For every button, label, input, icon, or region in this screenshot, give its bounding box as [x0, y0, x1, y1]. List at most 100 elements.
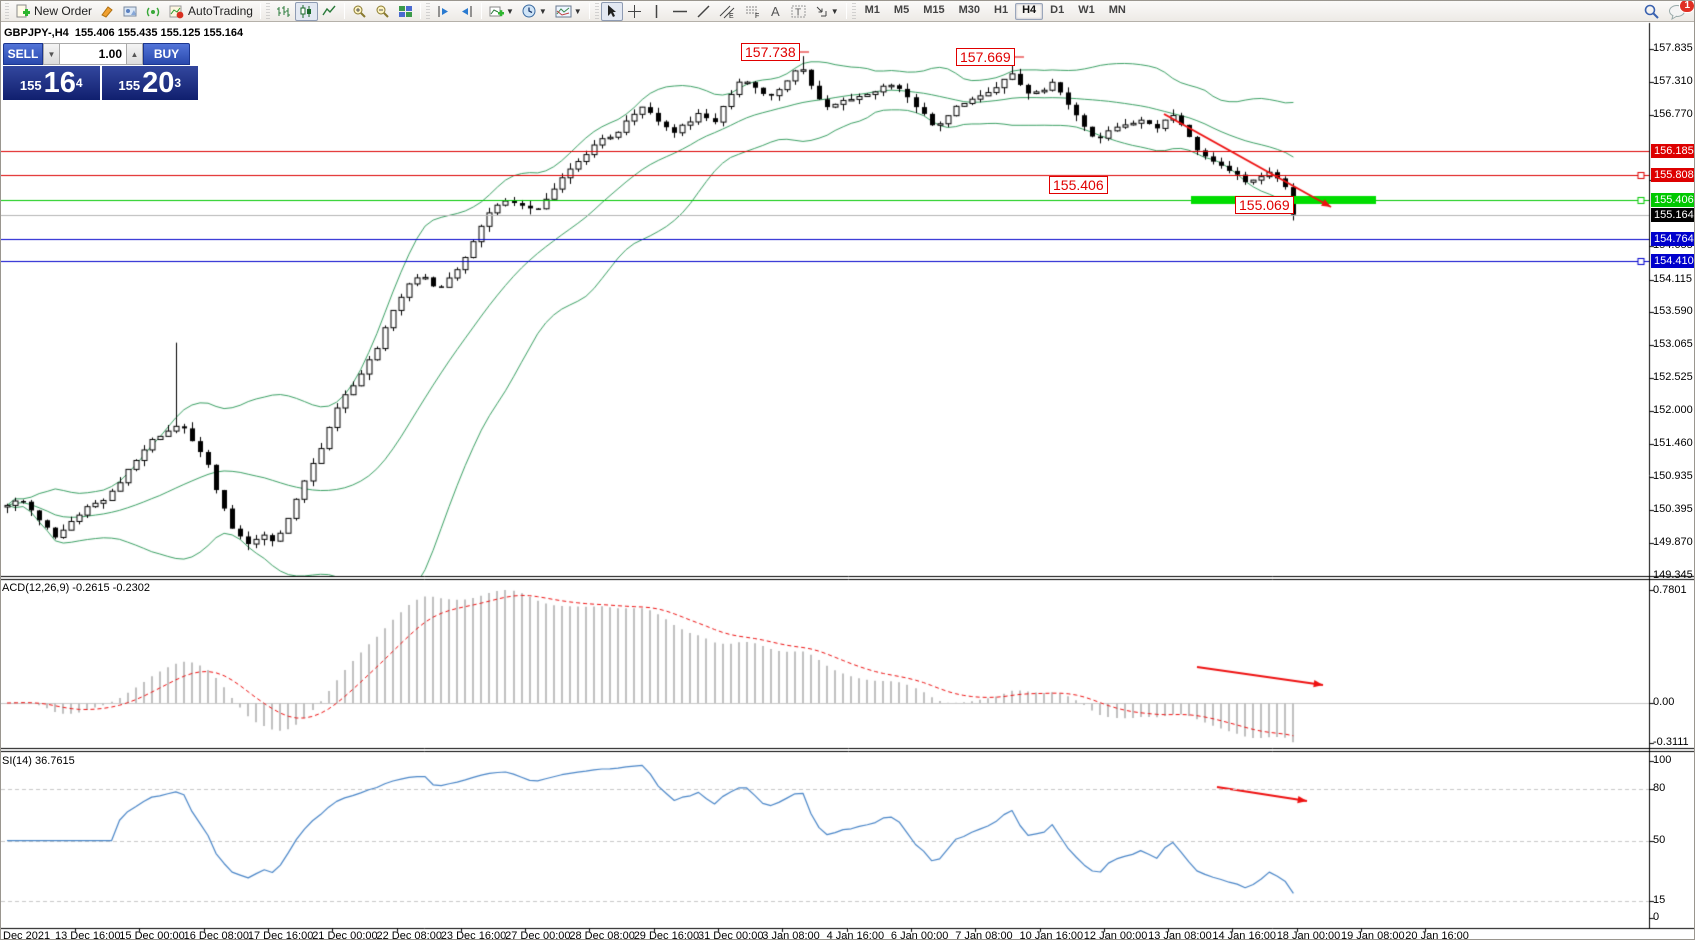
volume-decrease-button[interactable]: ▼ — [43, 43, 60, 65]
new-chart-dropdown[interactable]: ▼ — [485, 2, 518, 21]
volume-input[interactable] — [60, 43, 126, 65]
new-order-button[interactable]: New Order — [11, 2, 96, 21]
macd-axis-tick: 0.7801 — [1653, 584, 1687, 596]
chart-shift-button[interactable] — [455, 2, 478, 21]
toolbar: New Order AutoTrading ▼ ▼ ▼ E F A — [1, 1, 1694, 22]
time-axis-label: 10 Jan 16:00 — [1019, 930, 1084, 940]
price-tag-annotation[interactable]: 155.406 — [1049, 176, 1108, 194]
timeframe-m1[interactable]: M1 — [864, 3, 880, 16]
price-line-tag: 156.185 — [1651, 144, 1694, 159]
crosshair-tool-button[interactable] — [623, 2, 646, 21]
candlestick-chart-icon — [299, 4, 314, 19]
time-axis-label: 23 Dec 16:00 — [440, 930, 507, 940]
signals-button[interactable] — [142, 2, 165, 21]
auto-scroll-button[interactable] — [432, 2, 455, 21]
profiles-dropdown[interactable]: ▼ — [518, 2, 551, 21]
timeframe-h1[interactable]: H1 — [994, 3, 1009, 16]
toolbar-grip[interactable] — [425, 3, 430, 19]
time-axis-label: 13 Jan 08:00 — [1148, 930, 1212, 940]
candlestick-chart-button[interactable] — [294, 1, 318, 21]
svg-text:F: F — [755, 13, 759, 19]
publish-button[interactable] — [119, 2, 142, 21]
price-tag-annotation[interactable]: 157.669 — [956, 48, 1015, 66]
rsi-axis-tick: 80 — [1653, 782, 1666, 794]
autotrading-label: AutoTrading — [188, 4, 253, 18]
autotrading-button[interactable]: AutoTrading — [165, 2, 257, 21]
notification-badge: 1 — [1679, 1, 1694, 13]
signals-icon — [146, 4, 161, 19]
toolbar-separator — [845, 3, 847, 19]
price-axis-tick: 154.115 — [1653, 272, 1692, 285]
time-axis-label: 20 Jan 16:00 — [1405, 930, 1469, 940]
timeframe-d1[interactable]: D1 — [1050, 3, 1065, 16]
trendline-tool-button[interactable] — [692, 2, 715, 21]
fibonacci-icon: F — [744, 4, 761, 19]
svg-text:E: E — [729, 13, 734, 19]
text-label-tool-button[interactable]: T — [787, 2, 810, 21]
zoom-in-button[interactable] — [348, 2, 371, 21]
macd-axis-tick: -0.3111 — [1653, 736, 1689, 748]
fibonacci-tool-button[interactable]: F — [740, 2, 765, 21]
price-tag-annotation[interactable]: 155.069 — [1235, 196, 1294, 214]
timeframe-w1[interactable]: W1 — [1078, 3, 1095, 16]
price-axis-tick: 149.345 — [1653, 568, 1693, 581]
toolbar-grip[interactable] — [265, 3, 270, 19]
price-tag-annotation[interactable]: 157.738 — [741, 43, 800, 61]
svg-text:A: A — [771, 4, 780, 18]
toolbar-separator — [419, 3, 421, 19]
bar-chart-button[interactable] — [272, 2, 295, 21]
sell-price-display[interactable]: 155 16 4 — [3, 66, 100, 100]
search-button[interactable] — [1639, 2, 1664, 21]
toolbar-grip[interactable] — [594, 3, 599, 19]
time-axis-label: 13 Dec 16:00 — [55, 930, 121, 940]
time-axis-label: 18 Jan 00:00 — [1276, 930, 1341, 940]
crosshair-icon — [627, 4, 642, 19]
arrows-dropdown[interactable]: ▼ — [810, 2, 843, 21]
dropdown-caret-icon: ▼ — [573, 6, 582, 16]
timeframe-h4[interactable]: H4 — [1015, 2, 1044, 20]
horizontal-line-tool-button[interactable] — [668, 2, 692, 21]
text-label-icon: T — [791, 4, 806, 19]
templates-icon — [555, 4, 572, 19]
price-axis-tick: 156.770 — [1653, 108, 1693, 121]
timeframe-m15[interactable]: M15 — [923, 3, 945, 16]
highlighter-button[interactable] — [96, 2, 119, 21]
zoom-out-button[interactable] — [371, 2, 394, 21]
sell-button[interactable]: SELL — [3, 43, 43, 65]
notifications-button[interactable]: 1 — [1664, 1, 1694, 21]
text-tool-button[interactable]: A — [765, 2, 787, 21]
dropdown-caret-icon: ▼ — [505, 6, 514, 16]
chart-shift-icon — [459, 4, 474, 19]
time-axis-label: 3 Jan 08:00 — [762, 930, 820, 940]
price-line-tag: 155.164 — [1651, 207, 1694, 222]
equidistant-channel-tool-button[interactable]: E — [715, 2, 740, 21]
timeframe-m5[interactable]: M5 — [893, 3, 910, 16]
toolbar-separator — [259, 3, 261, 19]
vertical-line-icon — [652, 4, 661, 19]
horizontal-line-icon — [672, 7, 688, 16]
timeframe-mn[interactable]: MN — [1108, 3, 1126, 16]
cursor-tool-button[interactable] — [600, 1, 623, 21]
volume-increase-button[interactable]: ▲ — [126, 43, 143, 65]
vertical-line-tool-button[interactable] — [646, 2, 668, 21]
highlighter-icon — [100, 4, 115, 19]
time-axis-label: 6 Jan 00:00 — [890, 930, 949, 940]
macd-label: ACD(12,26,9) -0.2615 -0.2302 — [2, 582, 150, 594]
toolbar-separator — [480, 3, 482, 19]
buy-button[interactable]: BUY — [143, 43, 190, 65]
price-axis-tick: 151.460 — [1653, 437, 1693, 450]
toolbar-grip[interactable] — [851, 3, 856, 19]
dropdown-caret-icon: ▼ — [538, 6, 547, 16]
line-chart-button[interactable] — [318, 2, 341, 21]
tile-windows-button[interactable] — [394, 2, 417, 21]
toolbar-right: 1 — [1639, 1, 1694, 21]
time-axis-label: 7 Jan 08:00 — [955, 930, 1013, 940]
time-axis-label: 16 Dec 08:00 — [183, 930, 250, 940]
sell-price-main: 16 — [43, 67, 76, 99]
timeframe-m30[interactable]: M30 — [958, 3, 981, 16]
templates-dropdown[interactable]: ▼ — [551, 2, 586, 21]
toolbar-grip[interactable] — [5, 3, 9, 19]
buy-price-display[interactable]: 155 20 3 — [101, 66, 198, 100]
line-chart-icon — [322, 4, 337, 19]
